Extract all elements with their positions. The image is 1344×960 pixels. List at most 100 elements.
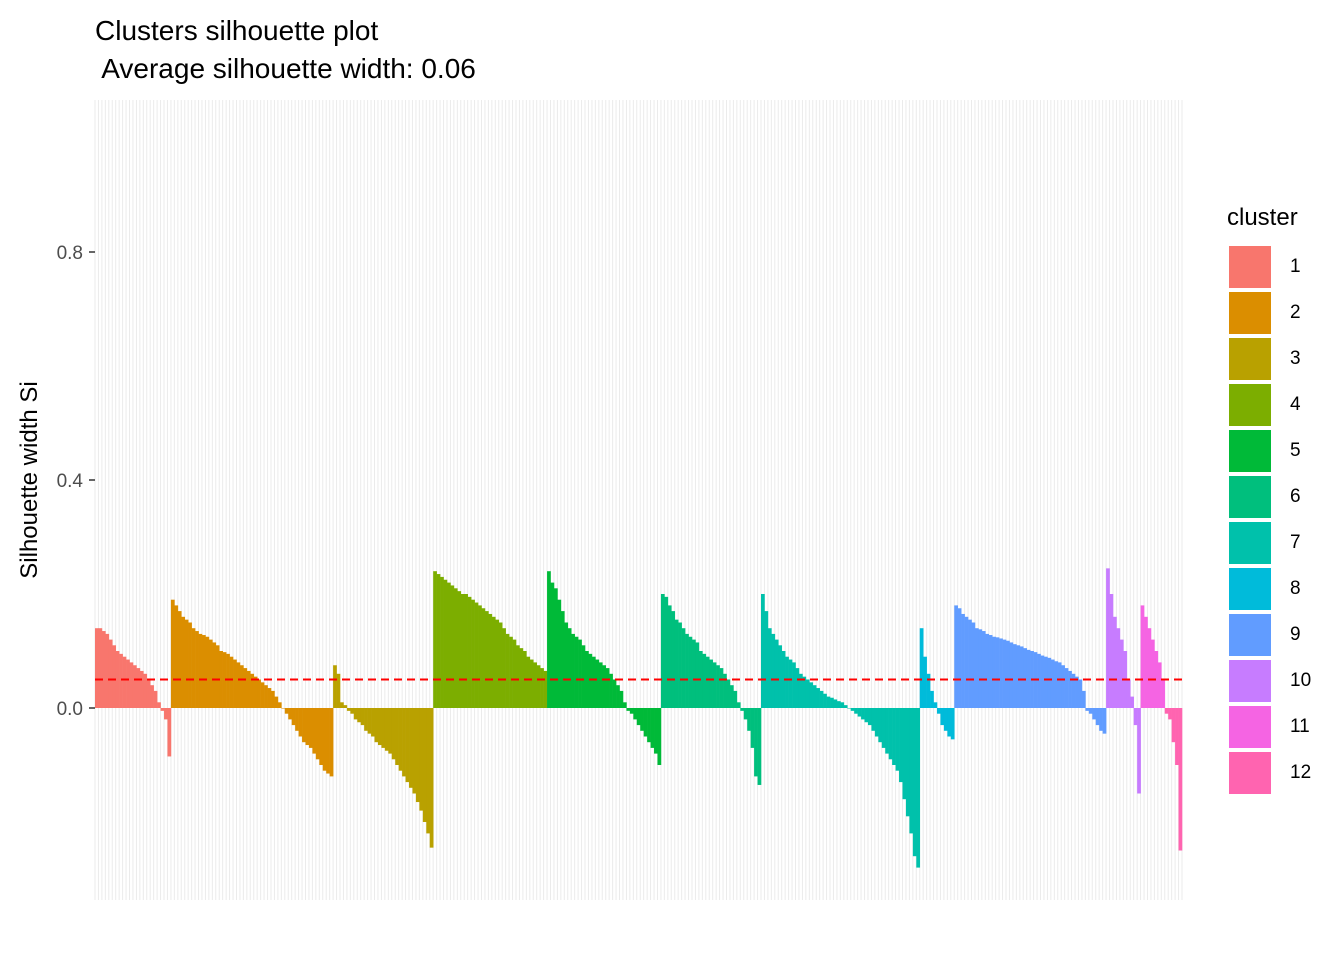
legend-swatch (1228, 613, 1272, 657)
silhouette-bar-cluster-11-3 (1150, 639, 1155, 708)
silhouette-bar-cluster-3-2 (340, 702, 344, 708)
silhouette-bar-cluster-5-20 (616, 685, 620, 708)
silhouette-bar-cluster-9-5 (971, 622, 976, 708)
silhouette-bar-cluster-7-6 (781, 651, 786, 708)
silhouette-bar-cluster-1-19 (160, 708, 165, 711)
legend-item-5: 5 (1228, 428, 1311, 474)
silhouette-bar-cluster-7-11 (798, 673, 803, 708)
silhouette-bar-cluster-1-0 (95, 628, 99, 708)
silhouette-bar-cluster-5-1 (550, 582, 555, 708)
silhouette-bar-cluster-5-12 (588, 653, 593, 708)
silhouette-bar-cluster-4-22 (509, 636, 513, 708)
silhouette-bar-cluster-3-21 (405, 708, 410, 783)
silhouette-bar-cluster-4-27 (526, 656, 531, 708)
silhouette-bar-cluster-4-0 (433, 571, 437, 708)
silhouette-bar-cluster-2-43 (319, 708, 324, 765)
silhouette-bar-cluster-9-8 (981, 631, 986, 708)
silhouette-bar-cluster-1-8 (122, 656, 127, 708)
legend-item-2: 2 (1228, 290, 1311, 336)
silhouette-bar-cluster-4-28 (529, 659, 534, 708)
silhouette-bar-cluster-8-7 (943, 708, 948, 731)
silhouette-bar-cluster-5-31 (654, 708, 658, 754)
silhouette-bar-cluster-3-27 (426, 708, 431, 834)
silhouette-bar-cluster-3-4 (346, 708, 351, 711)
silhouette-bar-cluster-9-9 (985, 633, 990, 708)
silhouette-bar-cluster-12-4 (1178, 708, 1183, 851)
silhouette-bar-cluster-2-13 (215, 645, 220, 708)
silhouette-bar-cluster-1-3 (105, 633, 110, 708)
silhouette-bar-cluster-7-24 (843, 705, 848, 708)
silhouette-bar-cluster-4-32 (543, 670, 548, 708)
silhouette-bar-cluster-3-17 (391, 708, 396, 760)
silhouette-bar-cluster-7-26 (850, 708, 855, 711)
silhouette-bar-cluster-1-4 (108, 639, 113, 708)
silhouette-bar-cluster-1-1 (98, 628, 103, 708)
silhouette-bar-cluster-9-12 (995, 637, 1000, 708)
legend-swatch (1228, 337, 1272, 381)
silhouette-bar-cluster-3-9 (364, 708, 368, 731)
silhouette-bar-cluster-3-5 (350, 708, 355, 714)
silhouette-bar-cluster-9-16 (1009, 642, 1014, 708)
silhouette-bar-cluster-7-45 (916, 708, 921, 868)
silhouette-bar-cluster-6-8 (688, 636, 693, 708)
silhouette-bar-cluster-3-25 (419, 708, 424, 811)
silhouette-bar-cluster-5-23 (626, 708, 631, 711)
silhouette-bar-cluster-4-12 (474, 602, 479, 708)
silhouette-bar-cluster-7-38 (892, 708, 896, 765)
silhouette-bar-cluster-2-25 (257, 679, 261, 708)
silhouette-bar-cluster-7-37 (888, 708, 893, 760)
silhouette-bar-cluster-2-20 (239, 665, 244, 708)
silhouette-bar-cluster-4-16 (488, 613, 493, 708)
silhouette-bar-cluster-6-23 (740, 708, 745, 711)
silhouette-bar-cluster-9-6 (974, 628, 979, 708)
silhouette-bar-cluster-9-20 (1023, 648, 1028, 708)
silhouette-bar-cluster-2-38 (302, 708, 306, 743)
silhouette-bar-cluster-12-1 (1168, 708, 1172, 720)
silhouette-bar-cluster-4-11 (471, 599, 475, 708)
silhouette-bar-cluster-5-26 (636, 708, 641, 726)
silhouette-bar-cluster-2-10 (205, 636, 210, 708)
legend-item-11: 11 (1228, 704, 1311, 750)
silhouette-bar-cluster-4-20 (502, 628, 506, 708)
silhouette-bar-cluster-2-35 (291, 708, 296, 726)
silhouette-bar-cluster-7-18 (823, 693, 827, 708)
silhouette-bar-cluster-7-36 (885, 708, 889, 754)
silhouette-bar-cluster-6-20 (729, 685, 734, 708)
silhouette-bar-cluster-1-5 (112, 645, 116, 708)
silhouette-bar-cluster-9-30 (1057, 662, 1062, 708)
legend-label: 2 (1290, 302, 1301, 323)
silhouette-bar-cluster-7-13 (805, 679, 810, 708)
silhouette-bar-cluster-4-3 (443, 579, 448, 708)
silhouette-bar-cluster-2-16 (226, 653, 230, 708)
silhouette-bar-cluster-6-9 (691, 639, 696, 708)
silhouette-bar-cluster-4-17 (491, 616, 496, 708)
silhouette-bar-cluster-7-9 (792, 662, 796, 708)
silhouette-bar-cluster-1-16 (150, 685, 154, 708)
silhouette-bar-cluster-2-3 (181, 616, 186, 708)
silhouette-bar-cluster-10-4 (1119, 639, 1124, 708)
y-axis: 0.0 0.4 0.8 (57, 243, 95, 720)
silhouette-bar-cluster-2-14 (219, 651, 223, 708)
silhouette-bar-cluster-4-29 (533, 662, 537, 708)
silhouette-bar-cluster-5-29 (647, 708, 651, 743)
legend-label: 7 (1290, 532, 1301, 553)
silhouette-bar-cluster-2-0 (170, 599, 175, 708)
silhouette-bar-cluster-9-28 (1050, 659, 1055, 708)
silhouette-bar-cluster-1-6 (115, 651, 120, 708)
silhouette-bar-cluster-5-14 (595, 659, 600, 708)
silhouette-bar-cluster-7-34 (878, 708, 883, 743)
silhouette-bar-cluster-5-22 (622, 702, 627, 708)
legend-label: 10 (1290, 670, 1312, 691)
legend-item-8: 8 (1228, 566, 1311, 612)
silhouette-bar-cluster-3-10 (367, 708, 372, 734)
silhouette-bar-cluster-9-15 (1006, 640, 1010, 708)
silhouette-bar-cluster-5-19 (612, 679, 617, 708)
silhouette-bar-cluster-2-2 (177, 611, 182, 708)
silhouette-bar-cluster-2-45 (326, 708, 330, 774)
silhouette-bar-cluster-7-8 (788, 659, 793, 708)
silhouette-bar-cluster-2-33 (284, 708, 289, 714)
silhouette-bar-cluster-8-2 (926, 673, 931, 708)
silhouette-bar-cluster-12-2 (1171, 708, 1176, 743)
silhouette-bar-cluster-9-19 (1019, 646, 1024, 708)
